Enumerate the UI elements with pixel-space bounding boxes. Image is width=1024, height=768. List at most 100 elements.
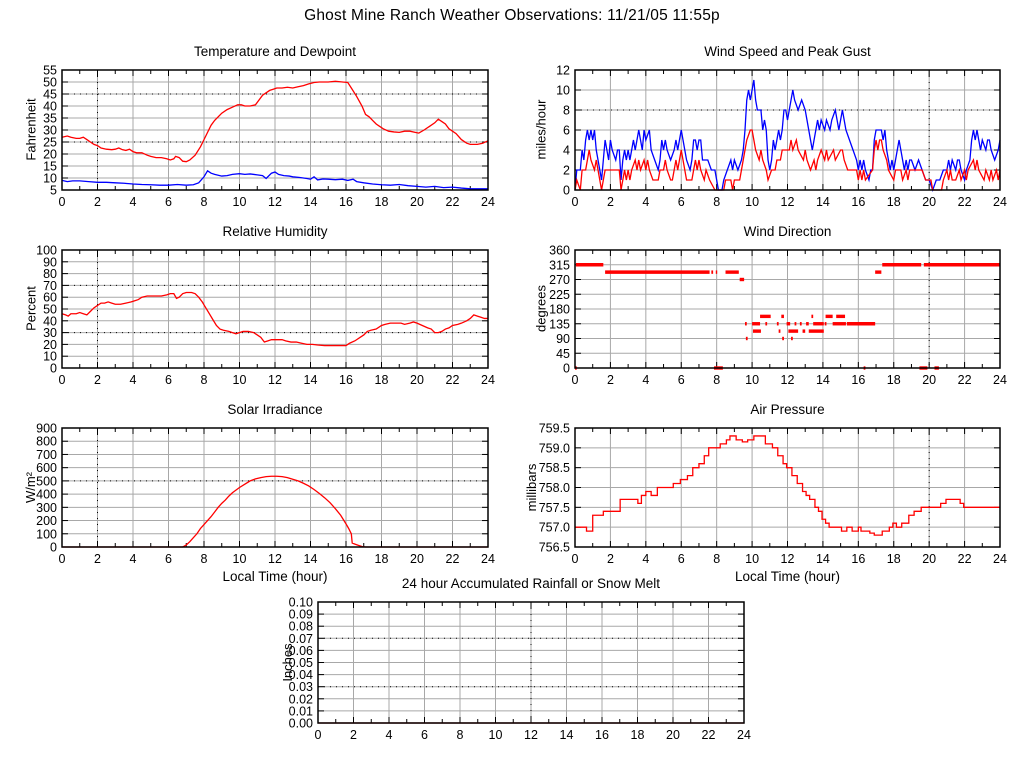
svg-text:20: 20 [410,373,424,387]
svg-text:55: 55 [43,64,57,78]
svg-text:22: 22 [702,728,716,742]
svg-text:24: 24 [737,728,751,742]
svg-text:90: 90 [43,255,57,269]
svg-text:6: 6 [678,195,685,209]
svg-text:10: 10 [745,195,759,209]
svg-text:14: 14 [816,552,830,566]
svg-text:20: 20 [922,552,936,566]
svg-text:900: 900 [36,422,57,436]
svg-text:4: 4 [563,144,570,158]
svg-text:10: 10 [233,195,247,209]
svg-text:14: 14 [304,552,318,566]
svg-text:18: 18 [887,373,901,387]
y-axis-label: Fahrenheit [23,98,39,161]
svg-text:2: 2 [94,552,101,566]
svg-text:0: 0 [572,552,579,566]
series-dewpoint [61,169,488,190]
svg-text:8: 8 [201,373,208,387]
svg-text:758.0: 758.0 [539,481,570,495]
svg-text:12: 12 [781,552,795,566]
svg-text:16: 16 [851,552,865,566]
chart-wind-direction: Wind Direction degrees 0 2 4 6 8 10 12 14 16 18 20… [534,224,1007,387]
svg-text:10: 10 [745,373,759,387]
svg-text:600: 600 [36,461,57,475]
svg-text:18: 18 [631,728,645,742]
svg-text:24: 24 [481,195,495,209]
grid [575,428,1000,547]
svg-text:5: 5 [50,184,57,198]
svg-text:135: 135 [549,317,570,331]
svg-text:757.0: 757.0 [539,521,570,535]
svg-text:16: 16 [339,552,353,566]
svg-text:0.05: 0.05 [289,656,313,670]
svg-text:14: 14 [816,195,830,209]
y-axis-label: degrees [533,285,549,332]
svg-text:16: 16 [339,195,353,209]
svg-text:0: 0 [50,541,57,555]
svg-text:759.5: 759.5 [539,422,570,436]
tick-labels: 0 2 4 6 8 10 12 14 16 18 20 22 240.000.010.020.030.0… [289,596,751,743]
svg-text:2: 2 [607,373,614,387]
svg-text:2: 2 [607,195,614,209]
svg-text:10: 10 [745,552,759,566]
svg-text:0.09: 0.09 [289,608,313,622]
svg-text:0.03: 0.03 [289,680,313,694]
svg-text:12: 12 [781,195,795,209]
plot-area: 0 2 4 6 8 10 12 14 16 18 20 22 240100200300400500600… [36,422,495,567]
svg-text:4: 4 [130,552,137,566]
svg-text:40: 40 [43,100,57,114]
chart-title: Solar Irradiance [227,402,323,417]
svg-text:0: 0 [59,195,66,209]
chart-relative-humidity: Relative Humidity Percent 0 2 4 6 8 10 12 14 16 1… [24,224,495,387]
svg-text:24: 24 [993,373,1007,387]
svg-text:12: 12 [268,373,282,387]
svg-text:12: 12 [781,373,795,387]
chart-title: Wind Direction [743,224,832,239]
series-peak-gust [574,79,1001,192]
svg-text:15: 15 [43,160,57,174]
svg-text:6: 6 [421,728,428,742]
svg-text:360: 360 [549,244,570,258]
y-axis-label: miles/hour [533,99,549,160]
x-axis-label: Local Time (hour) [734,569,841,584]
plot-border [574,427,1001,548]
svg-text:200: 200 [36,514,57,528]
svg-text:100: 100 [36,527,57,541]
svg-text:6: 6 [678,373,685,387]
svg-text:14: 14 [304,195,318,209]
tick-labels: 0 2 4 6 8 10 12 14 16 18 20 22 245101520253035404550… [43,64,495,210]
svg-text:800: 800 [36,435,57,449]
svg-text:758.5: 758.5 [539,461,570,475]
svg-text:8: 8 [201,552,208,566]
svg-text:0.02: 0.02 [289,692,313,706]
svg-text:20: 20 [922,373,936,387]
svg-text:0.08: 0.08 [289,620,313,634]
svg-text:10: 10 [233,373,247,387]
svg-text:16: 16 [339,373,353,387]
svg-text:757.5: 757.5 [539,501,570,515]
svg-text:50: 50 [43,76,57,90]
svg-text:8: 8 [563,104,570,118]
svg-text:0: 0 [50,362,57,376]
svg-text:270: 270 [549,273,570,287]
svg-text:10: 10 [233,552,247,566]
svg-text:8: 8 [713,195,720,209]
svg-text:0.00: 0.00 [289,717,313,731]
svg-text:400: 400 [36,488,57,502]
svg-text:14: 14 [816,373,830,387]
tick-labels: 0 2 4 6 8 10 12 14 16 18 20 22 240100200300400500600… [36,422,495,567]
grid [62,70,488,190]
svg-text:18: 18 [375,195,389,209]
series-temperature [61,80,489,163]
series-pressure [575,435,1000,536]
grid [575,250,1000,368]
svg-text:0.07: 0.07 [289,632,313,646]
svg-text:30: 30 [43,124,57,138]
svg-text:30: 30 [43,326,57,340]
svg-text:4: 4 [642,373,649,387]
svg-text:60: 60 [43,291,57,305]
svg-text:70: 70 [43,279,57,293]
chart-title: Temperature and Dewpoint [193,44,357,59]
